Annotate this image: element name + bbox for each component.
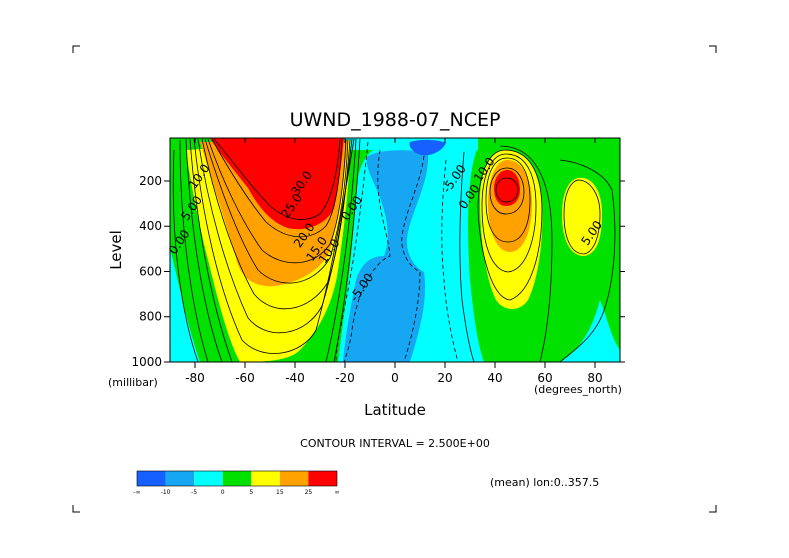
colorbar-swatch <box>308 471 337 486</box>
y-axis: 200 400 600 800 1000 <box>131 174 625 369</box>
colorbar-tick-label: -5 <box>191 489 197 496</box>
page-corner-marks <box>72 45 717 513</box>
y-axis-units: (millibar) <box>108 376 158 389</box>
colorbar-tick-label: 25 <box>305 489 313 496</box>
y-axis-label: Level <box>107 230 125 270</box>
x-tick-label: -60 <box>235 371 255 385</box>
northern-jet-25 <box>494 170 520 206</box>
easterly-region-minus-five <box>343 150 429 362</box>
colorbar-swatch <box>251 471 280 486</box>
x-axis-label: Latitude <box>364 401 426 419</box>
contour-field <box>170 138 620 362</box>
x-axis: -80 -60 -40 -20 0 20 40 60 80 <box>185 138 603 385</box>
colorbar-tick-label: -∞ <box>133 489 140 496</box>
colorbar: -∞ -10 -5 0 5 15 25 ∞ <box>133 470 340 496</box>
colorbar-swatch <box>222 471 252 486</box>
x-tick-label: -40 <box>285 371 305 385</box>
contour-lines <box>172 138 616 362</box>
y-tick-label: 200 <box>139 174 162 188</box>
easterly-region-stratosphere <box>340 138 478 150</box>
contour-interval-label: CONTOUR INTERVAL = 2.500E+00 <box>300 437 490 450</box>
x-tick-label: -20 <box>335 371 355 385</box>
arctic-easterly-region <box>560 300 620 362</box>
y-tick-label: 800 <box>139 310 162 324</box>
x-tick-label: 20 <box>437 371 452 385</box>
x-tick-label: 0 <box>391 371 399 385</box>
colorbar-swatch <box>165 471 195 486</box>
mean-longitude-annotation: (mean) lon:0..357.5 <box>490 476 599 489</box>
x-axis-units: (degrees_north) <box>534 383 622 396</box>
y-tick-label: 1000 <box>131 355 162 369</box>
colorbar-tick-label: 0 <box>221 489 225 496</box>
x-tick-label: -80 <box>185 371 205 385</box>
x-tick-label: 40 <box>487 371 502 385</box>
colorbar-tick-label: 5 <box>249 489 253 496</box>
southern-jet-25 <box>210 138 344 230</box>
y-tick-label: 400 <box>139 219 162 233</box>
x-tick-label: 60 <box>537 371 552 385</box>
polar-jet-5 <box>562 177 602 256</box>
chart-title: UWND_1988-07_NCEP <box>290 109 501 131</box>
colorbar-swatch <box>194 471 223 486</box>
colorbar-swatch <box>137 471 166 486</box>
colorbar-tick-label: 15 <box>276 489 284 496</box>
colorbar-frame <box>136 470 338 487</box>
y-tick-label: 600 <box>139 264 162 278</box>
antarctic-easterly-region <box>170 248 200 362</box>
easterly-region-strong <box>409 139 446 156</box>
colorbar-swatch <box>279 471 309 486</box>
colorbar-tick-label: -10 <box>161 489 171 496</box>
colorbar-tick-label: ∞ <box>335 489 340 496</box>
x-tick-label: 80 <box>587 371 602 385</box>
